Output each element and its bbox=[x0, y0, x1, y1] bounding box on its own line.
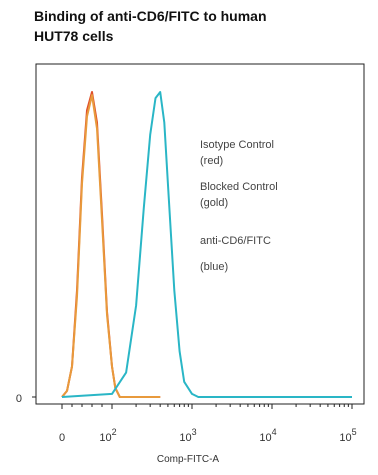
legend-blocked-line1: Blocked Control bbox=[200, 181, 278, 193]
x-axis-tick-labels: 0 102 103 104 105 bbox=[59, 427, 357, 444]
x-tick-label-3-exponent: 4 bbox=[272, 427, 277, 437]
legend-isotype-line1: Isotype Control bbox=[200, 139, 274, 151]
legend-blocked-line2: (gold) bbox=[200, 197, 228, 209]
x-axis-ticks bbox=[32, 396, 353, 409]
series-line-blocked bbox=[61, 94, 161, 398]
x-tick-label-1-exponent: 2 bbox=[112, 427, 117, 437]
y-tick-label-0: 0 bbox=[16, 393, 22, 405]
x-tick-label-3: 104 bbox=[259, 427, 276, 444]
x-tick-label-1: 102 bbox=[99, 427, 116, 444]
x-tick-label-4-exponent: 5 bbox=[352, 427, 357, 437]
x-tick-label-4: 105 bbox=[339, 427, 356, 444]
legend: Isotype Control (red) Blocked Control (g… bbox=[200, 139, 278, 273]
series-layer bbox=[61, 91, 352, 398]
plot-frame bbox=[35, 63, 365, 405]
chart-title: Binding of anti-CD6/FITC to human HUT78 … bbox=[34, 6, 364, 46]
legend-isotype-line2: (red) bbox=[200, 155, 223, 167]
x-tick-label-0: 0 bbox=[59, 432, 65, 444]
x-tick-label-2-exponent: 3 bbox=[192, 427, 197, 437]
chart-title-line-2: HUT78 cells bbox=[34, 28, 114, 44]
x-tick-label-2: 103 bbox=[179, 427, 196, 444]
x-axis-label: Comp-FITC-A bbox=[157, 454, 220, 465]
legend-anticd6-line1: anti-CD6/FITC bbox=[200, 235, 271, 247]
series-line-anti_cd6 bbox=[61, 91, 352, 398]
legend-anticd6-line2: (blue) bbox=[200, 261, 228, 273]
chart-title-line-1: Binding of anti-CD6/FITC to human bbox=[34, 8, 267, 24]
